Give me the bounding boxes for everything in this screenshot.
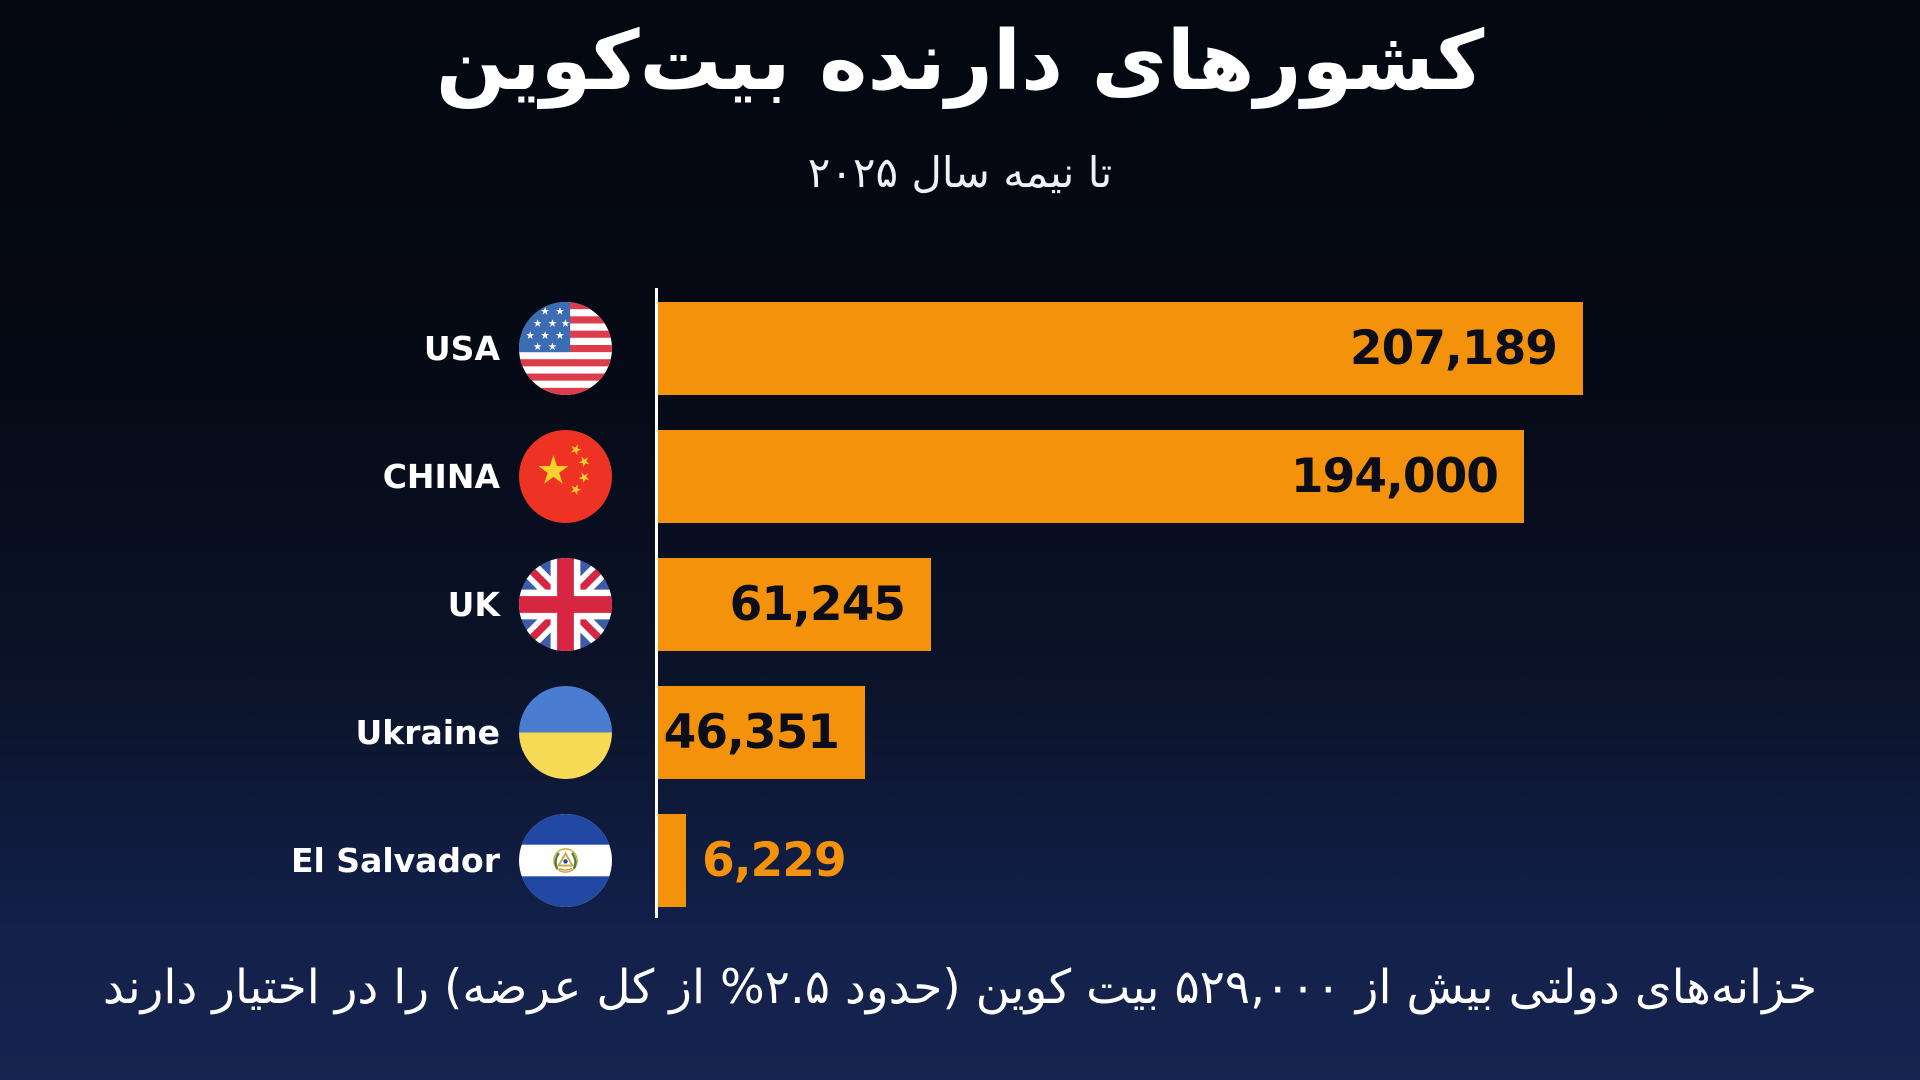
bar: 61,245 [658,558,931,651]
bar-row-uk: UK 61,245 [0,558,1920,651]
ukraine-flag-icon [519,686,612,779]
china-flag-icon [519,430,612,523]
country-label: CHINA [382,457,500,496]
country-label: USA [423,329,500,368]
y-axis-line [655,288,658,918]
bar-row-china: CHINA 194,000 [0,430,1920,523]
bar-value-label: 207,189 [1349,321,1558,376]
bar-value-label: 194,000 [1290,449,1499,504]
footnote-text: خزانه‌های دولتی بیش از ۵۲۹,۰۰۰ بیت کوین … [102,960,1818,1015]
bar: 194,000 [658,430,1524,523]
page-subtitle: تا نیمه سال ۲۰۲۵ [807,148,1113,197]
bar-value-label: 61,245 [729,577,906,632]
uk-flag-icon [519,558,612,651]
country-label: Ukraine [355,713,500,752]
country-label: UK [447,585,500,624]
bar: 207,189 [658,302,1583,395]
country-label: El Salvador [290,841,500,880]
bar-row-ukraine: Ukraine 46,351 [0,686,1920,779]
page-title: کشورهای دارنده بیت‌کوین [435,14,1485,109]
el-salvador-flag-icon [519,814,612,907]
bar: 6,229 [658,814,847,907]
bar-value-label: 6,229 [702,833,847,888]
bar-row-el-salvador: El Salvador [0,814,1920,907]
bar: 46,351 [658,686,865,779]
bar-value-label: 46,351 [663,705,840,760]
bar-row-usa: USA [0,302,1920,395]
usa-flag-icon [519,302,612,395]
